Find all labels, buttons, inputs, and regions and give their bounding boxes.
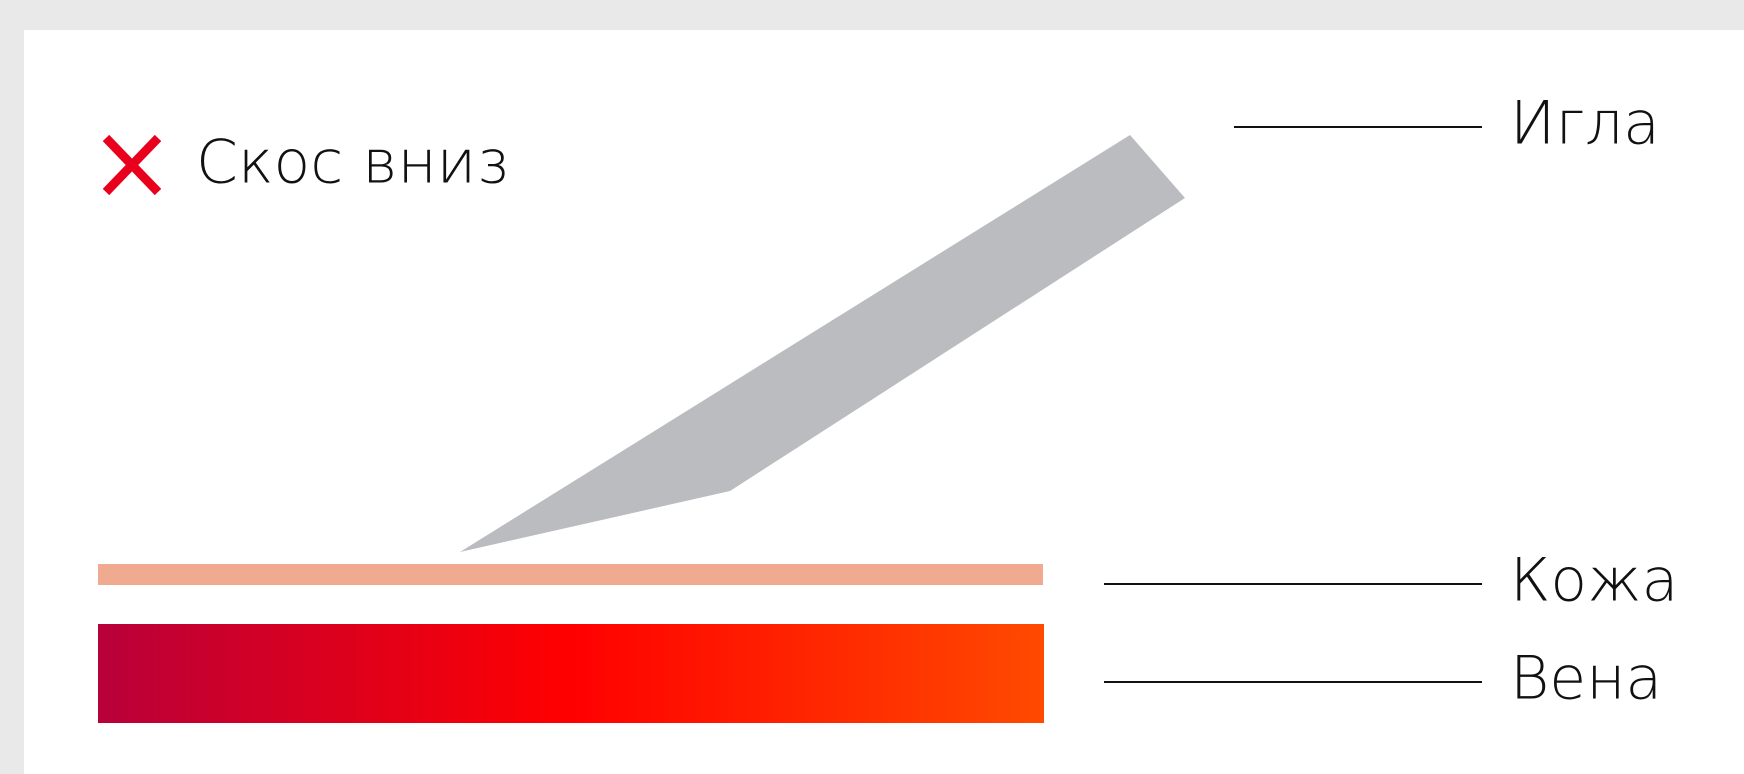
page: Скос вниз Игла Кожа Вена (() => { const …: [0, 0, 1744, 774]
skin: [98, 564, 1043, 585]
needle-label: Игла: [1510, 89, 1660, 159]
title: Скос вниз: [196, 128, 509, 198]
vein: [98, 624, 1044, 723]
vein-label: Вена: [1510, 644, 1662, 714]
diagram: Скос вниз Игла Кожа Вена: [0, 0, 1744, 774]
skin-label: Кожа: [1510, 546, 1678, 616]
